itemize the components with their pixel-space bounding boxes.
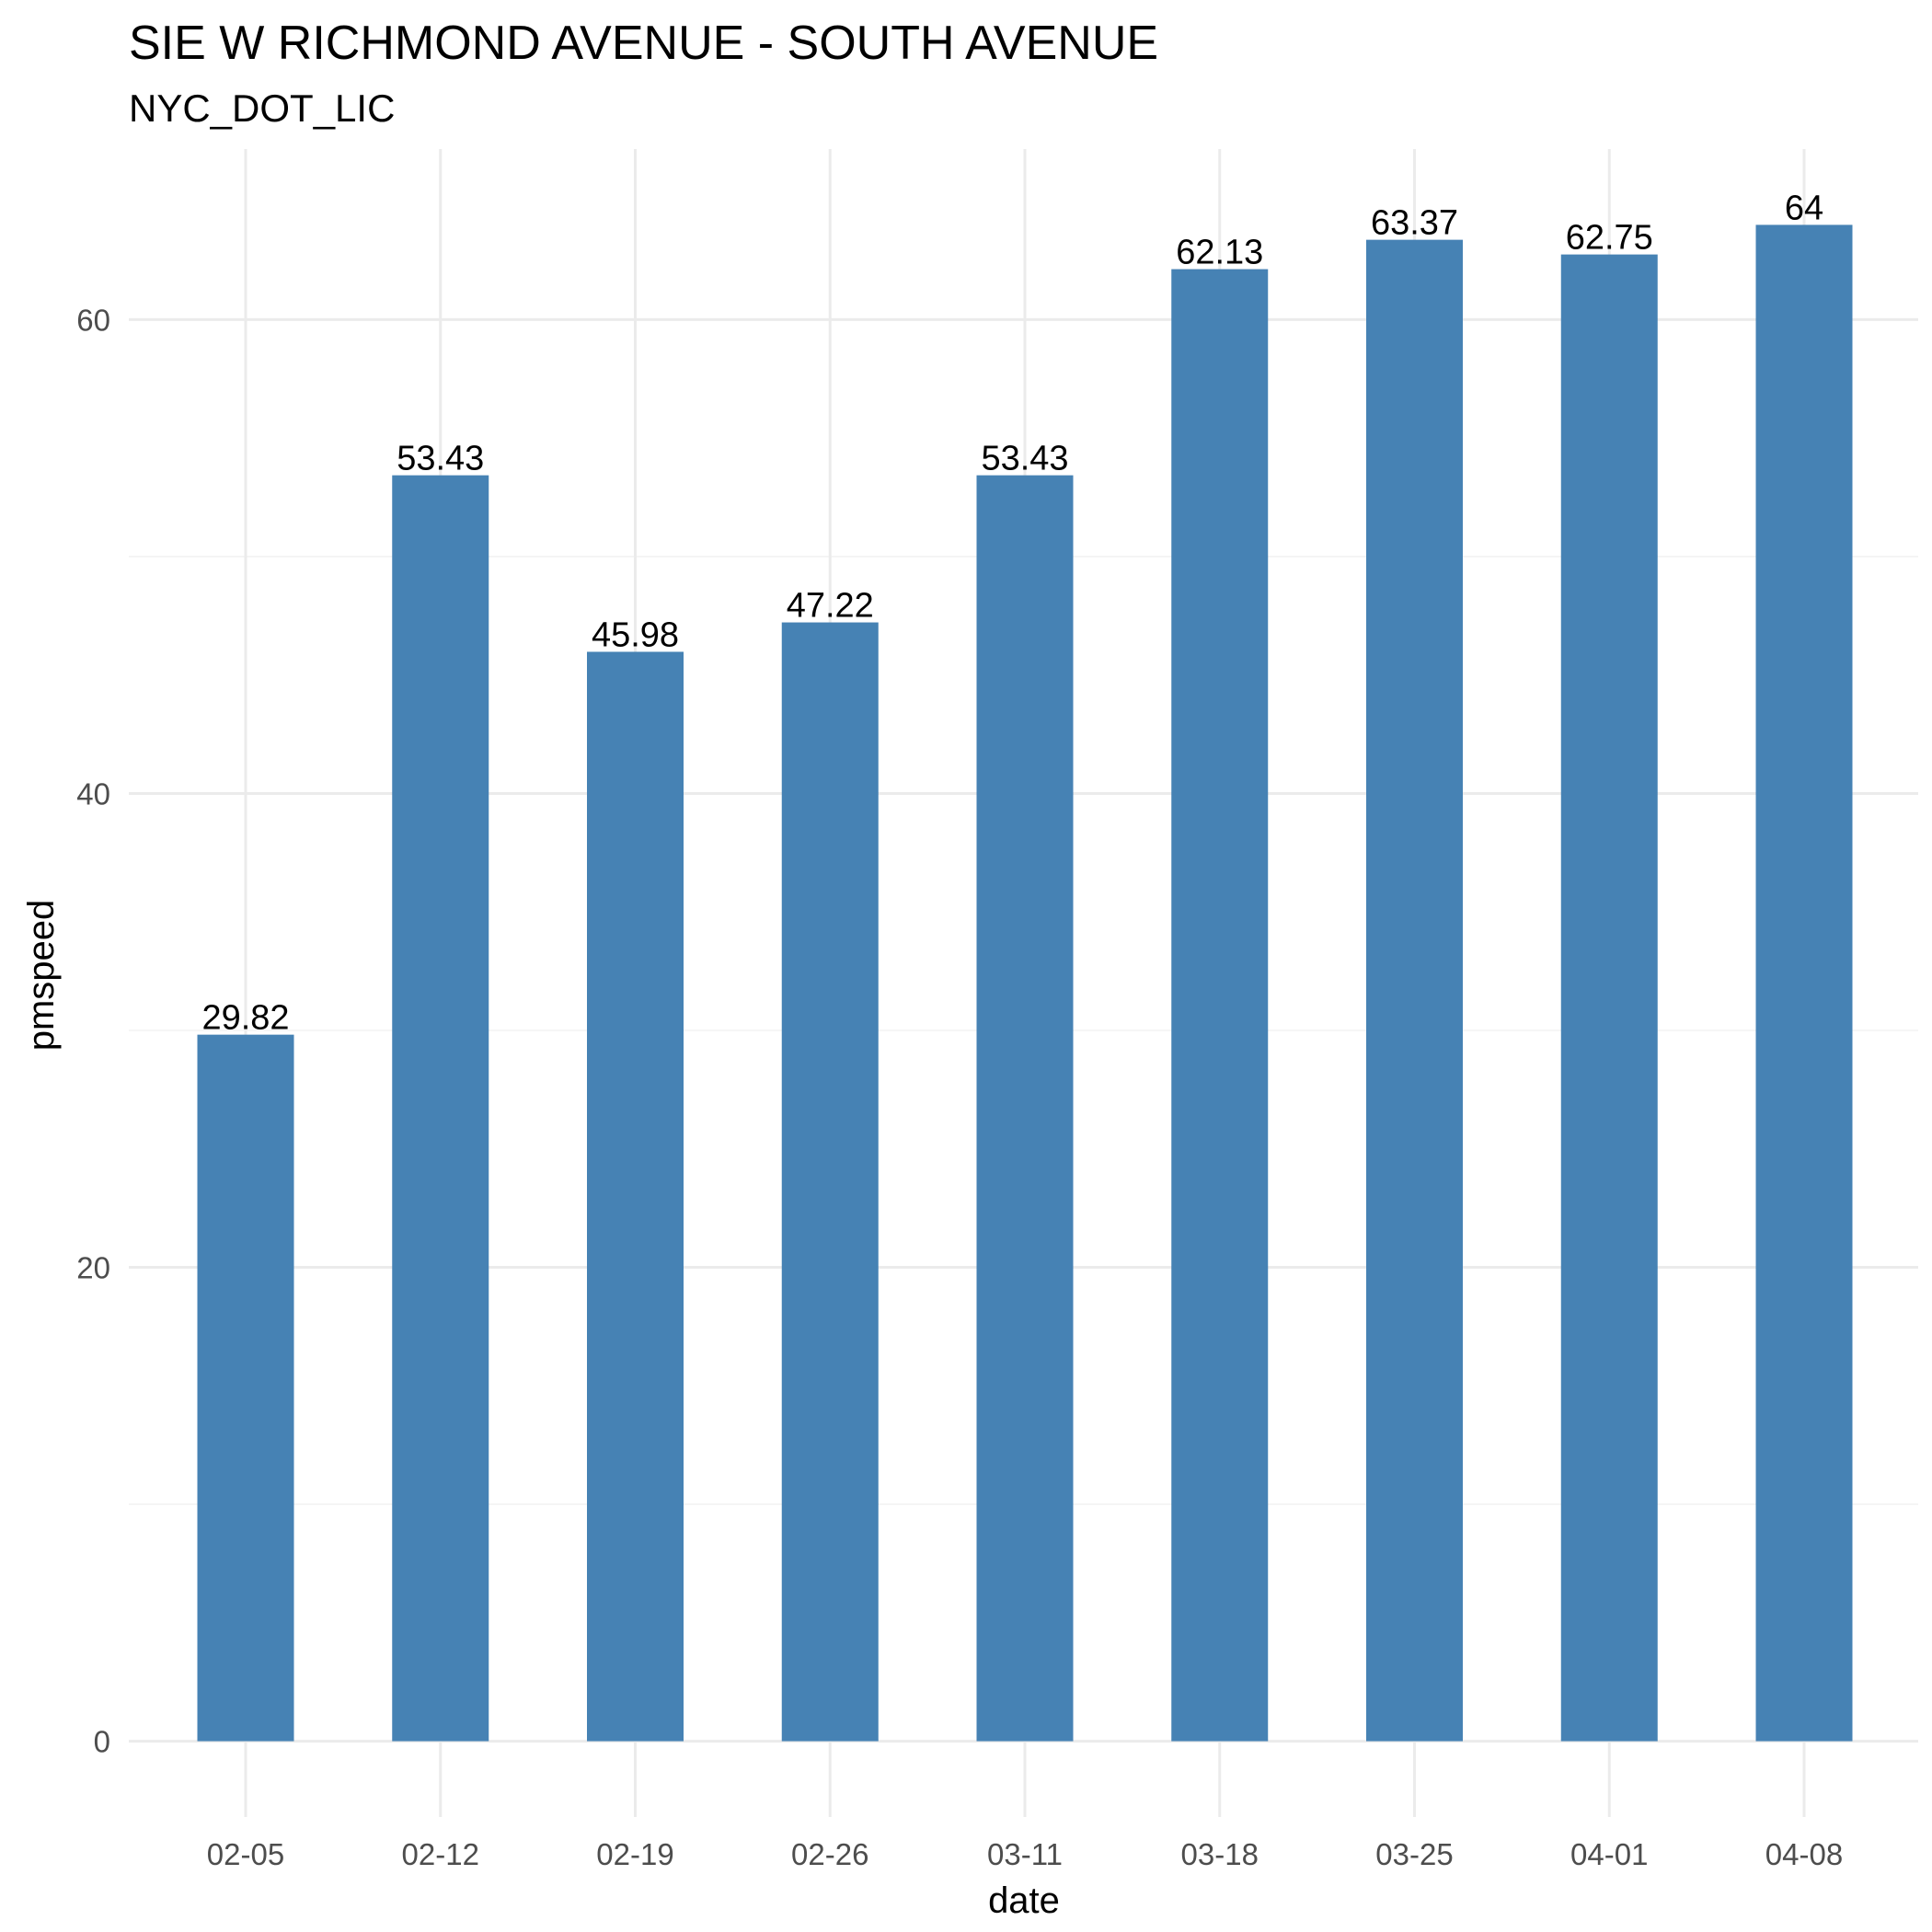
data-label-04-01: 62.75 [1566, 219, 1653, 258]
data-label-02-26: 47.22 [787, 587, 874, 626]
x-tick-label: 02-19 [596, 1837, 673, 1871]
bar-04-08 [1755, 224, 1853, 1742]
chart-subtitle: NYC_DOT_LIC [129, 86, 395, 130]
bar-03-18 [1171, 269, 1269, 1742]
chart-title: SIE W RICHMOND AVENUE - SOUTH AVENUE [129, 17, 1158, 70]
x-axis-title: date [988, 1880, 1060, 1921]
x-tick-label: 02-12 [402, 1837, 479, 1871]
bar-04-01 [1560, 254, 1658, 1742]
data-label-03-25: 63.37 [1371, 204, 1458, 243]
y-tick-label: 60 [76, 303, 110, 337]
data-label-02-05: 29.82 [201, 999, 289, 1038]
bar-02-12 [392, 475, 489, 1742]
x-tick-label: 02-26 [791, 1837, 868, 1871]
x-axis-ticks: 02-05 02-12 02-19 02-26 03-11 03-18 03-25 04-01… [207, 1837, 1843, 1871]
bar-02-26 [781, 622, 879, 1742]
data-label-02-12: 53.43 [397, 440, 484, 478]
bar-02-05 [197, 1034, 294, 1742]
bar-02-19 [587, 651, 684, 1742]
data-label-03-18: 62.13 [1176, 234, 1263, 272]
x-tick-label: 02-05 [207, 1837, 284, 1871]
y-axis-title: pmspeed [21, 900, 62, 1052]
x-tick-label: 04-08 [1765, 1837, 1843, 1871]
y-tick-label: 0 [94, 1725, 110, 1759]
x-tick-label: 03-25 [1375, 1837, 1453, 1871]
data-labels: 29.82 53.43 45.98 47.22 53.43 62.13 63.37 62.75… [201, 189, 1823, 1037]
bar-03-11 [976, 475, 1074, 1742]
bar-03-25 [1366, 239, 1463, 1742]
y-tick-label: 20 [76, 1251, 110, 1285]
data-label-02-19: 45.98 [592, 615, 679, 654]
x-tick-label: 04-01 [1570, 1837, 1648, 1871]
data-label-03-11: 53.43 [981, 440, 1068, 478]
x-tick-label: 03-11 [987, 1837, 1063, 1871]
bars [197, 224, 1853, 1742]
x-tick-label: 03-18 [1181, 1837, 1259, 1871]
data-label-04-08: 64 [1785, 189, 1823, 227]
y-axis-ticks: 0 20 40 60 [76, 303, 110, 1758]
y-tick-label: 40 [76, 776, 110, 811]
